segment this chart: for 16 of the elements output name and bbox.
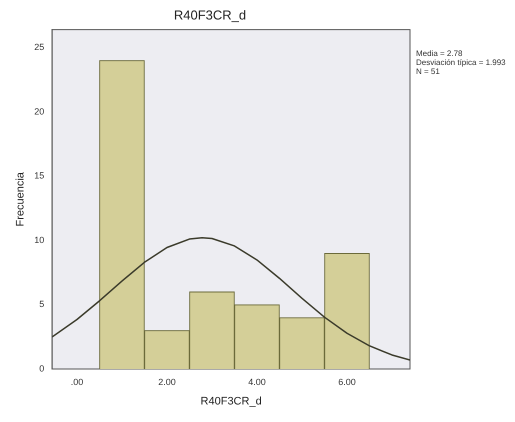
y-tick-label: 15	[34, 170, 44, 181]
y-tick-label: 20	[34, 106, 44, 116]
y-tick-label: 10	[34, 234, 44, 245]
y-tick-label: 0	[39, 363, 44, 374]
x-tick-label: 6.00	[338, 376, 356, 387]
x-tick-label: .00	[70, 376, 84, 387]
y-tick-label: 5	[39, 299, 44, 310]
text: Media = 2.78	[416, 48, 464, 58]
y-axis-title: Frecuencia	[14, 171, 27, 227]
chart-title: R40F3CR_d	[174, 7, 246, 22]
x-tick-label: 2.00	[158, 376, 176, 387]
y-tick-label: 25	[34, 42, 44, 52]
x-axis-title: R40F3CR_d	[200, 395, 262, 408]
text: Desviación típica = 1.993	[416, 58, 506, 67]
x-tick-label: 4.00	[248, 376, 266, 387]
text: N = 51	[416, 66, 440, 76]
